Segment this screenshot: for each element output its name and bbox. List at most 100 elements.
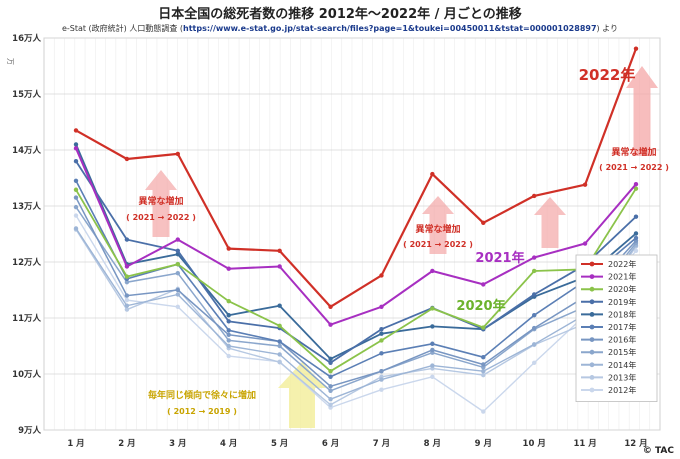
callout-feb-mar: 異常な増加 — [138, 195, 183, 207]
data-point — [531, 193, 537, 199]
data-point — [379, 351, 384, 356]
series-line — [75, 147, 637, 326]
x-tick-label: 5 月 — [271, 439, 288, 449]
x-tick-label: 1 月 — [67, 439, 84, 449]
legend-swatch-marker — [589, 337, 595, 342]
legend-swatch-marker — [589, 274, 595, 279]
data-point — [430, 341, 435, 346]
data-point — [226, 299, 231, 304]
series-line — [75, 228, 637, 400]
data-point — [73, 128, 79, 133]
x-tick-label: 2 月 — [118, 439, 135, 449]
legend-swatch-marker — [589, 362, 595, 368]
data-point — [531, 268, 537, 274]
data-point — [633, 46, 639, 51]
callout-dec: 異常な増加 — [611, 146, 656, 158]
series-line — [75, 206, 637, 392]
data-point — [124, 303, 130, 308]
source-url[interactable]: https://www.e-stat.go.jp/stat-search/fil… — [183, 24, 597, 33]
increase-arrow-feb-mar — [145, 170, 177, 237]
legend: 2022年 2021年 2020年 2019年 2018年 2017年 2016年 2015年… — [575, 254, 658, 403]
x-tick-label: 3 月 — [169, 439, 186, 449]
x-tick-label: 11 月 — [573, 439, 596, 449]
y-tick-label: 15万人 — [12, 89, 41, 100]
data-point — [430, 268, 435, 274]
data-point — [73, 213, 79, 218]
x-tick-label: 6 月 — [322, 439, 339, 449]
series-line — [75, 215, 637, 413]
y-tick-label: 14万人 — [12, 145, 41, 156]
series-2015年 — [73, 204, 639, 393]
data-point — [481, 372, 486, 378]
x-tick-label: 10 月 — [523, 439, 546, 449]
data-point — [328, 356, 333, 362]
series-line — [75, 160, 637, 364]
y-tick-label: 11万人 — [12, 313, 41, 324]
data-point — [277, 360, 282, 365]
data-point — [481, 355, 486, 360]
data-point — [328, 360, 333, 365]
legend-item: 2014年 — [581, 360, 636, 370]
data-point — [277, 339, 282, 344]
increase-arrow-oct — [534, 197, 566, 248]
y-tick-label: 10万人 — [12, 369, 41, 380]
data-point — [582, 182, 588, 187]
label-2022: 2022年 — [579, 66, 636, 84]
data-point — [226, 328, 231, 333]
data-point — [124, 156, 130, 162]
data-point — [124, 297, 130, 303]
y-tick-label: 13万人 — [12, 201, 41, 212]
legend-item: 2020年 — [581, 284, 636, 294]
legend-item: 2015年 — [581, 347, 636, 357]
data-point — [73, 226, 79, 231]
legend-swatch-marker — [589, 299, 595, 305]
data-point — [430, 374, 435, 379]
subtitle-prefix: e-Stat (政府統計) 人口動態調査 ( — [61, 24, 184, 33]
legend-swatch-marker — [589, 261, 595, 267]
data-point — [379, 331, 384, 336]
legend-item: 2021年 — [581, 272, 636, 282]
data-point — [73, 187, 79, 192]
callout-trend-sub: ( 2012 → 2019 ) — [167, 407, 237, 416]
data-point — [277, 352, 282, 357]
series-line — [75, 229, 637, 406]
data-point — [175, 248, 181, 253]
label-2021: 2021年 — [475, 250, 524, 266]
data-point — [124, 293, 130, 298]
data-point — [531, 292, 537, 297]
data-point — [379, 327, 384, 332]
data-point — [175, 287, 181, 293]
data-point — [633, 248, 639, 253]
y-tick-label: 12万人 — [12, 257, 41, 268]
legend-item: 2019年 — [581, 297, 636, 307]
legend-label: 2016年 — [608, 335, 636, 345]
y-tick-label: 9万人 — [18, 425, 41, 436]
data-point — [531, 360, 537, 365]
legend-item: 2022年 — [581, 259, 636, 269]
data-point — [73, 159, 79, 164]
data-point — [379, 377, 384, 382]
data-point — [481, 282, 486, 287]
data-point — [124, 264, 130, 269]
series-line — [75, 197, 637, 388]
trend-arrow-may-jun — [278, 362, 326, 428]
data-point — [633, 186, 639, 191]
x-tick-label: 12 月 — [624, 439, 647, 449]
data-point — [379, 273, 384, 278]
legend-swatch-marker — [589, 349, 595, 355]
data-point — [175, 262, 181, 267]
legend-label: 2012年 — [608, 385, 636, 395]
data-point — [73, 146, 79, 151]
callout-aug-sub: ( 2021 → 2022 ) — [403, 240, 473, 249]
data-point — [430, 324, 435, 329]
data-point — [175, 237, 181, 242]
data-point — [277, 248, 282, 253]
data-point — [175, 271, 181, 276]
data-point — [379, 387, 384, 392]
legend-label: 2021年 — [608, 272, 636, 282]
legend-swatch-marker — [589, 286, 595, 292]
copyright: © TAC — [642, 446, 674, 456]
data-point — [430, 306, 435, 311]
data-point — [633, 235, 639, 241]
